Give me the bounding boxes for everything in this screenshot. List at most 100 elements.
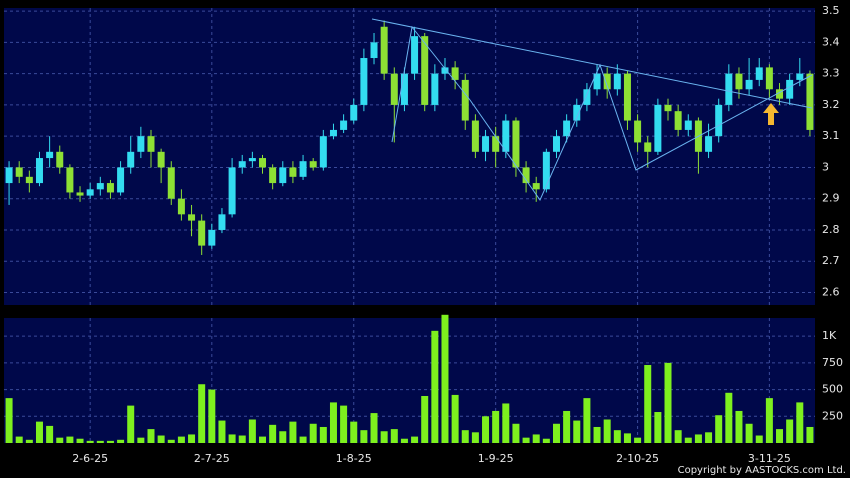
candle-body — [735, 73, 743, 90]
volume-bar — [309, 423, 317, 443]
candle-body — [350, 104, 358, 121]
volume-bar — [613, 430, 621, 443]
candle-body — [806, 73, 814, 130]
y-tick-label: 2.6 — [822, 285, 840, 298]
candle-body — [492, 136, 500, 152]
marks — [5, 20, 814, 443]
trend-line — [371, 18, 813, 109]
volume-bar — [492, 410, 500, 443]
candle-body — [755, 67, 763, 80]
y-tick-label: 3.3 — [822, 67, 840, 80]
x-tick-label: 3-11-25 — [748, 452, 791, 465]
volume-bar — [360, 430, 368, 443]
candle-body — [198, 220, 206, 246]
volume-bar — [380, 431, 388, 443]
candle-body — [502, 120, 510, 152]
volume-bar — [5, 398, 13, 443]
candle-body — [684, 120, 692, 130]
volume-bar — [228, 434, 236, 443]
volume-bar — [482, 416, 490, 443]
volume-bar — [25, 439, 33, 443]
candle-body — [705, 136, 713, 152]
volume-bar — [674, 430, 682, 443]
volume-bar — [623, 433, 631, 443]
y-tick-label: 3.1 — [822, 129, 840, 142]
volume-bar — [694, 434, 702, 443]
volume-bar — [56, 437, 64, 443]
candle-body — [786, 79, 794, 99]
volume-bar — [188, 434, 196, 443]
volume-bar — [208, 389, 216, 443]
candle-body — [86, 189, 94, 196]
candle-body — [66, 167, 74, 193]
volume-bar — [431, 330, 439, 443]
volume-bar — [765, 398, 773, 443]
candle-body — [360, 58, 368, 105]
candle-body — [441, 67, 449, 74]
volume-bar — [664, 362, 672, 443]
x-tick-label: 1-8-25 — [336, 452, 372, 465]
volume-bar — [269, 424, 277, 443]
volume-bar — [755, 435, 763, 443]
volume-bar — [735, 410, 743, 443]
candle-body — [765, 67, 773, 90]
candle-body — [319, 136, 327, 168]
volume-bar — [786, 419, 794, 443]
volume-bar — [411, 436, 419, 443]
volume-bar — [76, 438, 84, 443]
candle-body — [573, 104, 581, 121]
volume-bar — [157, 435, 165, 443]
candle-body — [228, 167, 236, 215]
candle-body — [279, 167, 287, 184]
candle-body — [259, 158, 267, 168]
candle-body — [117, 167, 125, 193]
volume-bar — [725, 392, 733, 443]
volume-bar — [705, 432, 713, 443]
candle-body — [603, 73, 611, 90]
volume-bar — [137, 437, 145, 443]
candle-body — [35, 158, 43, 184]
candle-body — [461, 79, 469, 121]
y-tick-label: 3 — [822, 160, 829, 173]
volume-bar — [86, 440, 94, 443]
volume-bar — [593, 426, 601, 443]
volume-tick-label: 1K — [822, 329, 837, 342]
volume-bar — [390, 429, 398, 443]
volume-bar — [370, 413, 378, 443]
candle-body — [542, 151, 550, 190]
y-tick-label: 3.2 — [822, 98, 840, 111]
candle-body — [56, 151, 64, 168]
volume-bar — [461, 430, 469, 443]
volume-bar — [167, 439, 175, 443]
candle-body — [390, 73, 398, 105]
volume-bar — [46, 425, 54, 443]
x-tick-label: 2-10-25 — [616, 452, 659, 465]
candle-body — [147, 136, 155, 152]
volume-bar — [319, 426, 327, 443]
volume-bar — [776, 429, 784, 443]
x-tick-label: 2-6-25 — [72, 452, 108, 465]
volume-bar — [117, 439, 125, 443]
candle-body — [634, 120, 642, 143]
x-tick-label: 2-7-25 — [194, 452, 230, 465]
volume-bar — [96, 440, 104, 443]
candle-body — [340, 120, 348, 130]
volume-bar — [552, 423, 560, 443]
candle-body — [15, 167, 23, 177]
volume-bar — [248, 419, 256, 443]
candle-body — [299, 161, 307, 177]
volume-bar — [502, 403, 510, 443]
price-panel — [4, 8, 815, 305]
volume-bar — [715, 415, 723, 443]
volume-bar — [796, 402, 804, 443]
volume-bar — [340, 405, 348, 443]
candle-body — [623, 73, 631, 121]
volume-bar — [147, 429, 155, 443]
candle-body — [776, 89, 784, 99]
volume-bar — [106, 440, 114, 443]
volume-bar — [177, 436, 185, 443]
candle-body — [745, 79, 753, 90]
volume-bar — [654, 412, 662, 443]
volume-bar — [238, 435, 246, 443]
